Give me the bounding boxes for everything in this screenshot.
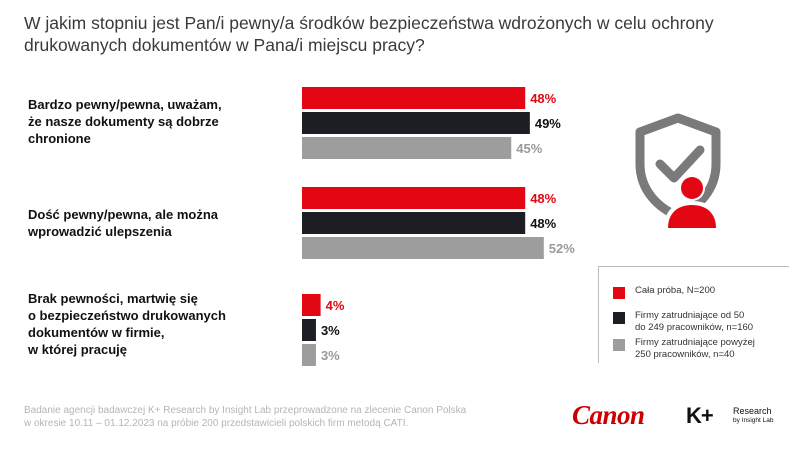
data-label-fairly-confident-over-250: 52% xyxy=(549,241,575,256)
category-label-line: Brak pewności, martwię się xyxy=(28,291,198,306)
bar-fairly-confident-50-249 xyxy=(302,212,526,234)
data-label-not-confident-over-250: 3% xyxy=(321,348,340,363)
bar-not-confident-total xyxy=(302,294,321,316)
legend-label: Firmy zatrudniające od 50 do 249 pracown… xyxy=(635,310,785,334)
k-plus-wordmark: Research by Insight Lab xyxy=(733,406,793,426)
category-label-line: że nasze dokumenty są dobrze xyxy=(28,114,219,129)
survey-footnote: Badanie agencji badawczej K+ Research by… xyxy=(24,404,554,430)
data-label-not-confident-total: 4% xyxy=(326,298,345,313)
chart-legend: Cała próba, N=200 Firmy zatrudniające od… xyxy=(598,266,789,363)
legend-label-line: Firmy zatrudniające od 50 xyxy=(635,310,745,321)
category-label-very-confident: Bardzo pewny/pewna, uważam, że nasze dok… xyxy=(28,96,298,147)
category-label-line: w której pracuję xyxy=(28,342,127,357)
category-label-line: Dość pewny/pewna, ale można xyxy=(28,207,218,222)
legend-label-line: Cała próba, N=200 xyxy=(635,285,716,296)
category-label-line: Bardzo pewny/pewna, uważam, xyxy=(28,97,222,112)
data-label-very-confident-50-249: 49% xyxy=(535,116,561,131)
category-label-not-confident: Brak pewności, martwię się o bezpieczeńs… xyxy=(28,290,298,358)
legend-label: Cała próba, N=200 xyxy=(635,285,785,297)
legend-item-50-249-employees: Firmy zatrudniające od 50 do 249 pracown… xyxy=(613,310,785,334)
k-plus-subtitle: by Insight Lab xyxy=(733,417,774,424)
bar-not-confident-50-249 xyxy=(302,319,316,341)
legend-label-line: 250 pracowników, n=40 xyxy=(635,349,735,360)
category-label-fairly-confident: Dość pewny/pewna, ale można wprowadzić u… xyxy=(28,206,298,240)
category-label-line: chronione xyxy=(28,131,91,146)
data-label-fairly-confident-total: 48% xyxy=(530,191,556,206)
canon-logo: Canon xyxy=(572,400,645,430)
legend-item-over-250-employees: Firmy zatrudniające powyżej 250 pracowni… xyxy=(613,337,785,361)
legend-label: Firmy zatrudniające powyżej 250 pracowni… xyxy=(635,337,785,361)
footnote-line: w okresie 10.11 – 01.12.2023 na próbie 2… xyxy=(24,418,409,429)
k-plus-research-logo: K+ Research by Insight Lab xyxy=(686,403,773,429)
chart-title-line-1: W jakim stopniu jest Pan/i pewny/a środk… xyxy=(24,13,714,33)
k-plus-mark: K+ xyxy=(686,403,714,428)
bar-not-confident-over-250 xyxy=(302,344,316,366)
legend-label-line: Firmy zatrudniające powyżej xyxy=(635,337,755,348)
shield-check-user-icon xyxy=(628,112,728,237)
category-label-line: wprowadzić ulepszenia xyxy=(28,224,172,239)
legend-swatch xyxy=(613,287,625,299)
legend-label-line: do 249 pracowników, n=160 xyxy=(635,322,754,333)
legend-item-total-sample: Cała próba, N=200 xyxy=(613,285,785,299)
legend-swatch xyxy=(613,339,625,351)
bar-very-confident-over-250 xyxy=(302,137,512,159)
footnote-line: Badanie agencji badawczej K+ Research by… xyxy=(24,405,467,416)
bar-fairly-confident-total xyxy=(302,187,526,209)
data-label-not-confident-50-249: 3% xyxy=(321,323,340,338)
category-label-line: dokumentów w firmie, xyxy=(28,325,165,340)
data-label-very-confident-over-250: 45% xyxy=(516,141,542,156)
bar-very-confident-total xyxy=(302,87,526,109)
data-label-fairly-confident-50-249: 48% xyxy=(530,216,556,231)
bar-very-confident-50-249 xyxy=(302,112,530,134)
data-label-very-confident-total: 48% xyxy=(530,91,556,106)
k-plus-name: Research xyxy=(733,406,772,416)
chart-title: W jakim stopniu jest Pan/i pewny/a środk… xyxy=(24,12,744,56)
chart-title-line-2: drukowanych dokumentów w Pana/i miejscu … xyxy=(24,35,425,55)
bar-fairly-confident-over-250 xyxy=(302,237,544,259)
category-label-line: o bezpieczeństwo drukowanych xyxy=(28,308,226,323)
legend-swatch xyxy=(613,312,625,324)
